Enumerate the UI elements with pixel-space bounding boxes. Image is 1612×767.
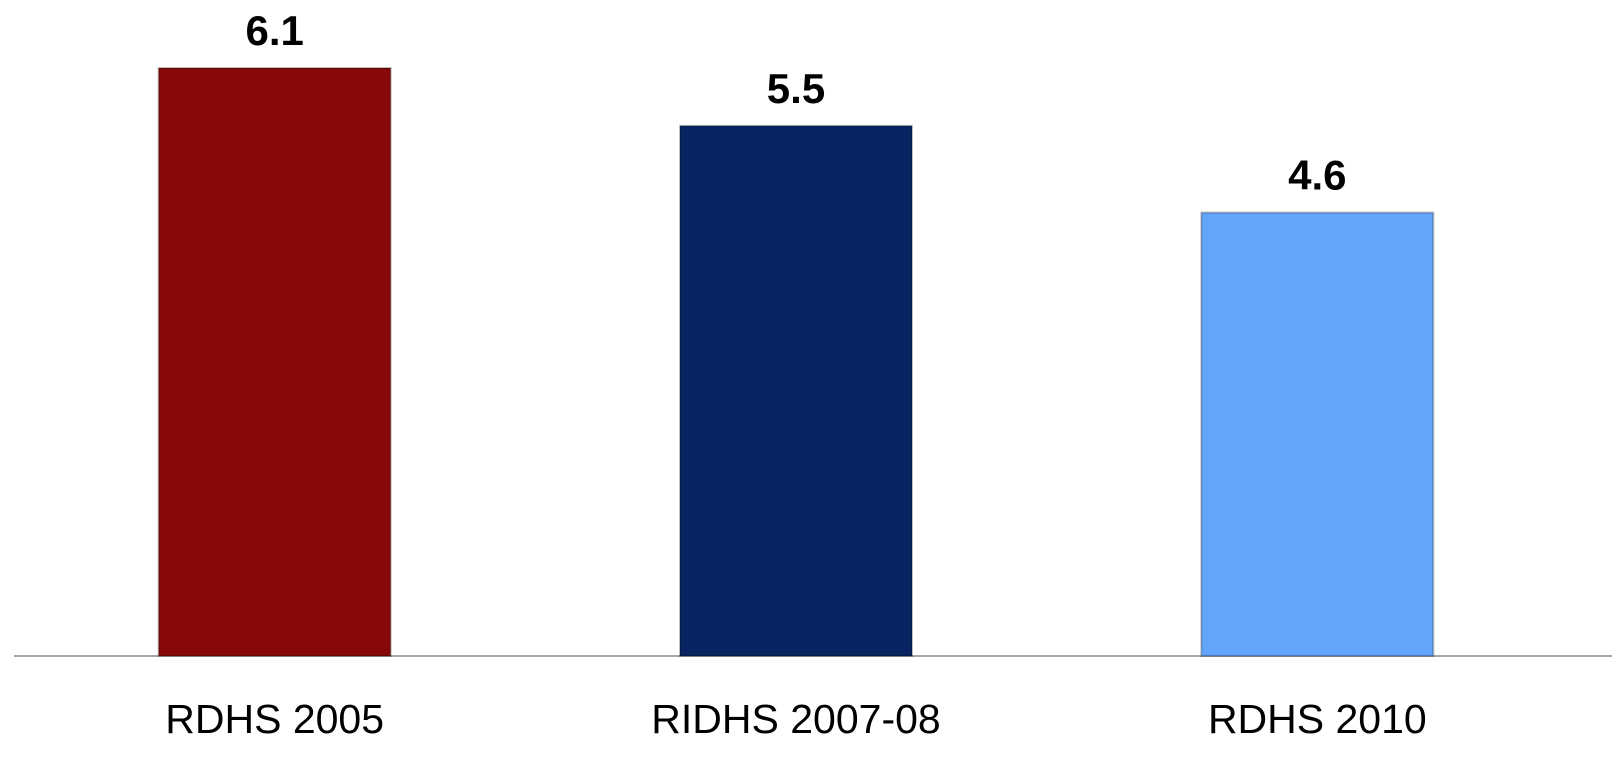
x-tick-label: RDHS 2010	[1208, 696, 1427, 742]
bar	[679, 124, 913, 658]
value-label: 6.1	[245, 7, 303, 54]
bar	[1200, 211, 1435, 658]
value-label: 4.6	[1288, 152, 1346, 199]
x-tick-label: RDHS 2005	[165, 696, 384, 742]
x-tick-label: RIDHS 2007-08	[651, 696, 940, 742]
value-label: 5.5	[767, 65, 825, 112]
bar	[157, 67, 392, 657]
